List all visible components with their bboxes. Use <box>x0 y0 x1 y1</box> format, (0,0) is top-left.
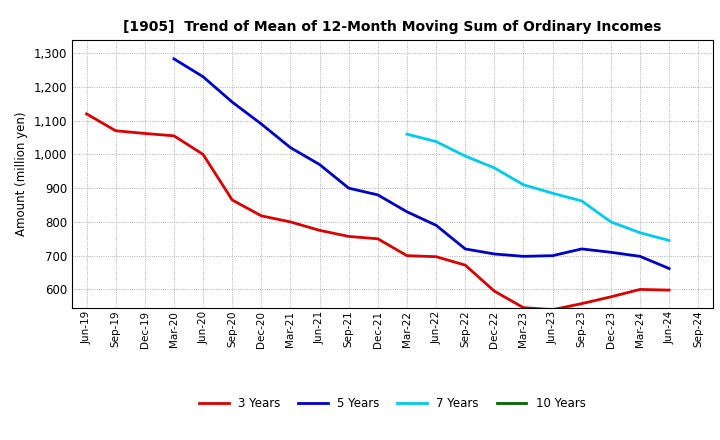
7 Years <box>636 230 644 235</box>
3 Years <box>82 111 91 117</box>
7 Years <box>461 154 469 159</box>
3 Years <box>228 197 236 202</box>
5 Years <box>228 99 236 105</box>
5 Years <box>257 121 266 127</box>
Line: 3 Years: 3 Years <box>86 114 669 310</box>
Line: 7 Years: 7 Years <box>407 134 669 241</box>
5 Years <box>432 223 441 228</box>
3 Years <box>636 287 644 292</box>
7 Years <box>490 165 499 171</box>
5 Years <box>490 251 499 257</box>
7 Years <box>402 132 411 137</box>
Title: [1905]  Trend of Mean of 12-Month Moving Sum of Ordinary Incomes: [1905] Trend of Mean of 12-Month Moving … <box>123 20 662 34</box>
5 Years <box>374 192 382 198</box>
7 Years <box>665 238 673 243</box>
5 Years <box>402 209 411 214</box>
3 Years <box>432 254 441 259</box>
7 Years <box>577 198 586 204</box>
3 Years <box>170 133 179 139</box>
3 Years <box>665 287 673 293</box>
5 Years <box>577 246 586 252</box>
5 Years <box>199 74 207 79</box>
5 Years <box>344 186 353 191</box>
3 Years <box>374 236 382 242</box>
7 Years <box>432 139 441 144</box>
3 Years <box>461 263 469 268</box>
Legend: 3 Years, 5 Years, 7 Years, 10 Years: 3 Years, 5 Years, 7 Years, 10 Years <box>194 392 590 415</box>
5 Years <box>315 162 324 167</box>
3 Years <box>577 301 586 306</box>
3 Years <box>286 219 294 224</box>
5 Years <box>665 266 673 271</box>
5 Years <box>286 145 294 150</box>
3 Years <box>112 128 120 133</box>
7 Years <box>519 182 528 187</box>
3 Years <box>344 234 353 239</box>
3 Years <box>519 305 528 310</box>
3 Years <box>257 213 266 219</box>
Y-axis label: Amount (million yen): Amount (million yen) <box>15 112 28 236</box>
5 Years <box>519 254 528 259</box>
7 Years <box>548 191 557 196</box>
3 Years <box>402 253 411 258</box>
Line: 5 Years: 5 Years <box>174 59 669 268</box>
3 Years <box>140 131 149 136</box>
7 Years <box>606 219 615 224</box>
3 Years <box>199 152 207 157</box>
5 Years <box>461 246 469 252</box>
5 Years <box>548 253 557 258</box>
3 Years <box>315 228 324 233</box>
5 Years <box>606 249 615 255</box>
3 Years <box>490 289 499 294</box>
3 Years <box>606 294 615 300</box>
5 Years <box>636 254 644 259</box>
3 Years <box>548 307 557 312</box>
5 Years <box>170 56 179 62</box>
